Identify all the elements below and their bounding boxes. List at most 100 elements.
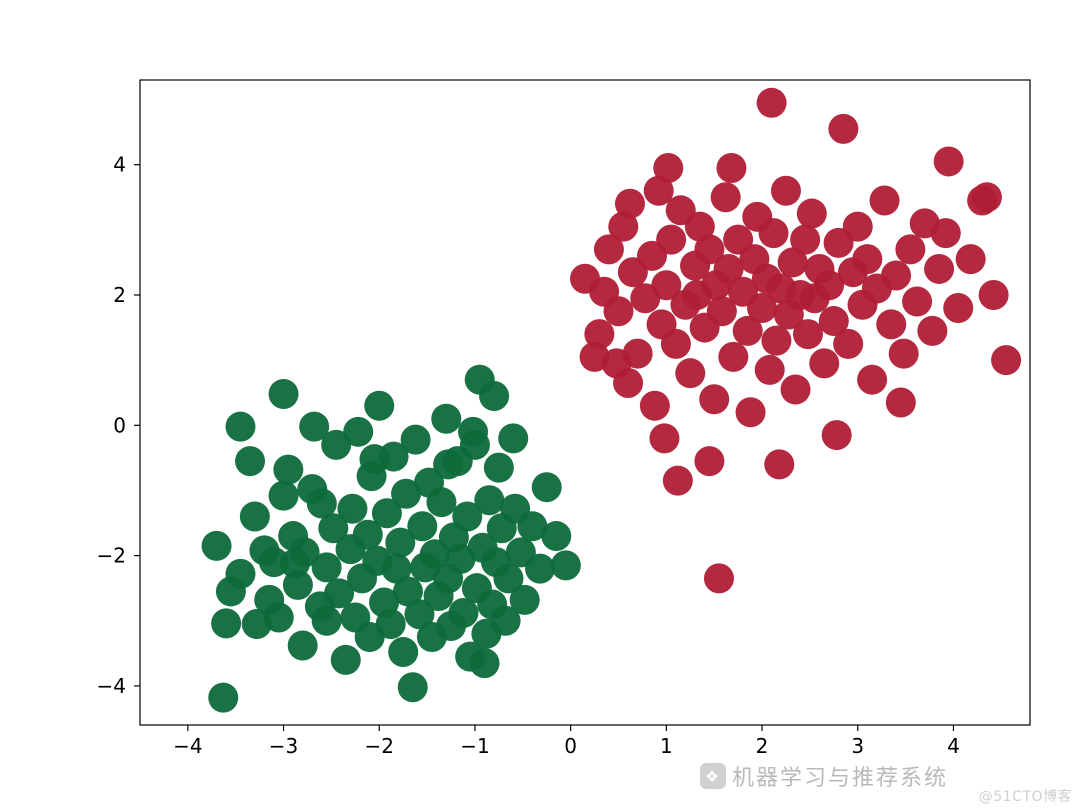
chart-svg: −4−3−2−101234−4−2024 <box>0 0 1080 810</box>
marker <box>640 391 670 421</box>
marker <box>364 391 394 421</box>
marker <box>790 225 820 255</box>
x-tick-label: 0 <box>564 734 577 758</box>
marker <box>886 388 916 418</box>
marker <box>312 552 342 582</box>
marker <box>603 296 633 326</box>
marker <box>202 531 232 561</box>
marker <box>498 423 528 453</box>
marker <box>510 585 540 615</box>
x-tick-label: 3 <box>851 734 864 758</box>
marker <box>656 225 686 255</box>
marker <box>755 355 785 385</box>
marker <box>431 404 461 434</box>
x-tick-label: 4 <box>947 734 960 758</box>
marker <box>716 153 746 183</box>
marker <box>711 182 741 212</box>
marker <box>699 384 729 414</box>
marker <box>484 453 514 483</box>
y-tick-label: 0 <box>113 413 126 437</box>
x-tick-label: 2 <box>756 734 769 758</box>
marker <box>771 176 801 206</box>
marker <box>694 446 724 476</box>
marker <box>280 548 310 578</box>
marker <box>401 425 431 455</box>
marker <box>736 397 766 427</box>
marker <box>917 316 947 346</box>
marker <box>474 485 504 515</box>
marker <box>809 348 839 378</box>
marker <box>407 511 437 541</box>
marker <box>249 535 279 565</box>
marker <box>211 608 241 638</box>
marker <box>541 521 571 551</box>
marker <box>225 412 255 442</box>
x-tick-label: 1 <box>660 734 673 758</box>
marker <box>653 153 683 183</box>
marker <box>225 559 255 589</box>
marker <box>895 234 925 264</box>
marker <box>704 563 734 593</box>
marker <box>759 218 789 248</box>
wechat-icon: ❖ <box>700 763 726 789</box>
marker <box>661 329 691 359</box>
marker <box>924 254 954 284</box>
marker <box>331 645 361 675</box>
marker <box>797 199 827 229</box>
marker <box>979 280 1009 310</box>
marker <box>675 358 705 388</box>
marker <box>822 420 852 450</box>
marker <box>761 326 791 356</box>
marker <box>615 189 645 219</box>
marker <box>764 449 794 479</box>
marker <box>376 609 406 639</box>
marker <box>288 631 318 661</box>
marker <box>876 309 906 339</box>
marker <box>398 672 428 702</box>
marker <box>718 342 748 372</box>
marker <box>902 287 932 317</box>
marker <box>525 554 555 584</box>
x-tick-label: −2 <box>365 734 394 758</box>
x-tick-label: −4 <box>173 734 202 758</box>
marker <box>881 260 911 290</box>
marker <box>580 342 610 372</box>
y-tick-label: 4 <box>113 153 126 177</box>
marker <box>649 423 679 453</box>
marker <box>793 319 823 349</box>
marker <box>240 502 270 532</box>
marker <box>972 182 1002 212</box>
marker <box>273 455 303 485</box>
y-tick-label: −4 <box>97 674 126 698</box>
y-tick-label: 2 <box>113 283 126 307</box>
marker <box>337 494 367 524</box>
marker <box>852 244 882 274</box>
marker <box>857 365 887 395</box>
marker <box>460 430 490 460</box>
marker <box>870 186 900 216</box>
marker <box>663 466 693 496</box>
marker <box>299 412 329 442</box>
marker <box>532 472 562 502</box>
marker <box>388 637 418 667</box>
marker <box>931 218 961 248</box>
marker <box>934 146 964 176</box>
marker <box>208 683 238 713</box>
watermark-right: @51CTO博客 <box>979 786 1072 806</box>
y-tick-label: −2 <box>97 544 126 568</box>
marker <box>889 339 919 369</box>
marker <box>551 550 581 580</box>
marker <box>781 374 811 404</box>
marker <box>943 293 973 323</box>
marker <box>264 603 294 633</box>
marker <box>312 606 342 636</box>
x-tick-label: −3 <box>269 734 298 758</box>
marker <box>359 444 389 474</box>
marker <box>235 446 265 476</box>
marker <box>426 487 456 517</box>
marker <box>433 449 463 479</box>
marker <box>343 417 373 447</box>
scatter-chart: −4−3−2−101234−4−2024 <box>0 0 1080 810</box>
marker <box>833 329 863 359</box>
wechat-icon-glyph: ❖ <box>705 767 721 786</box>
